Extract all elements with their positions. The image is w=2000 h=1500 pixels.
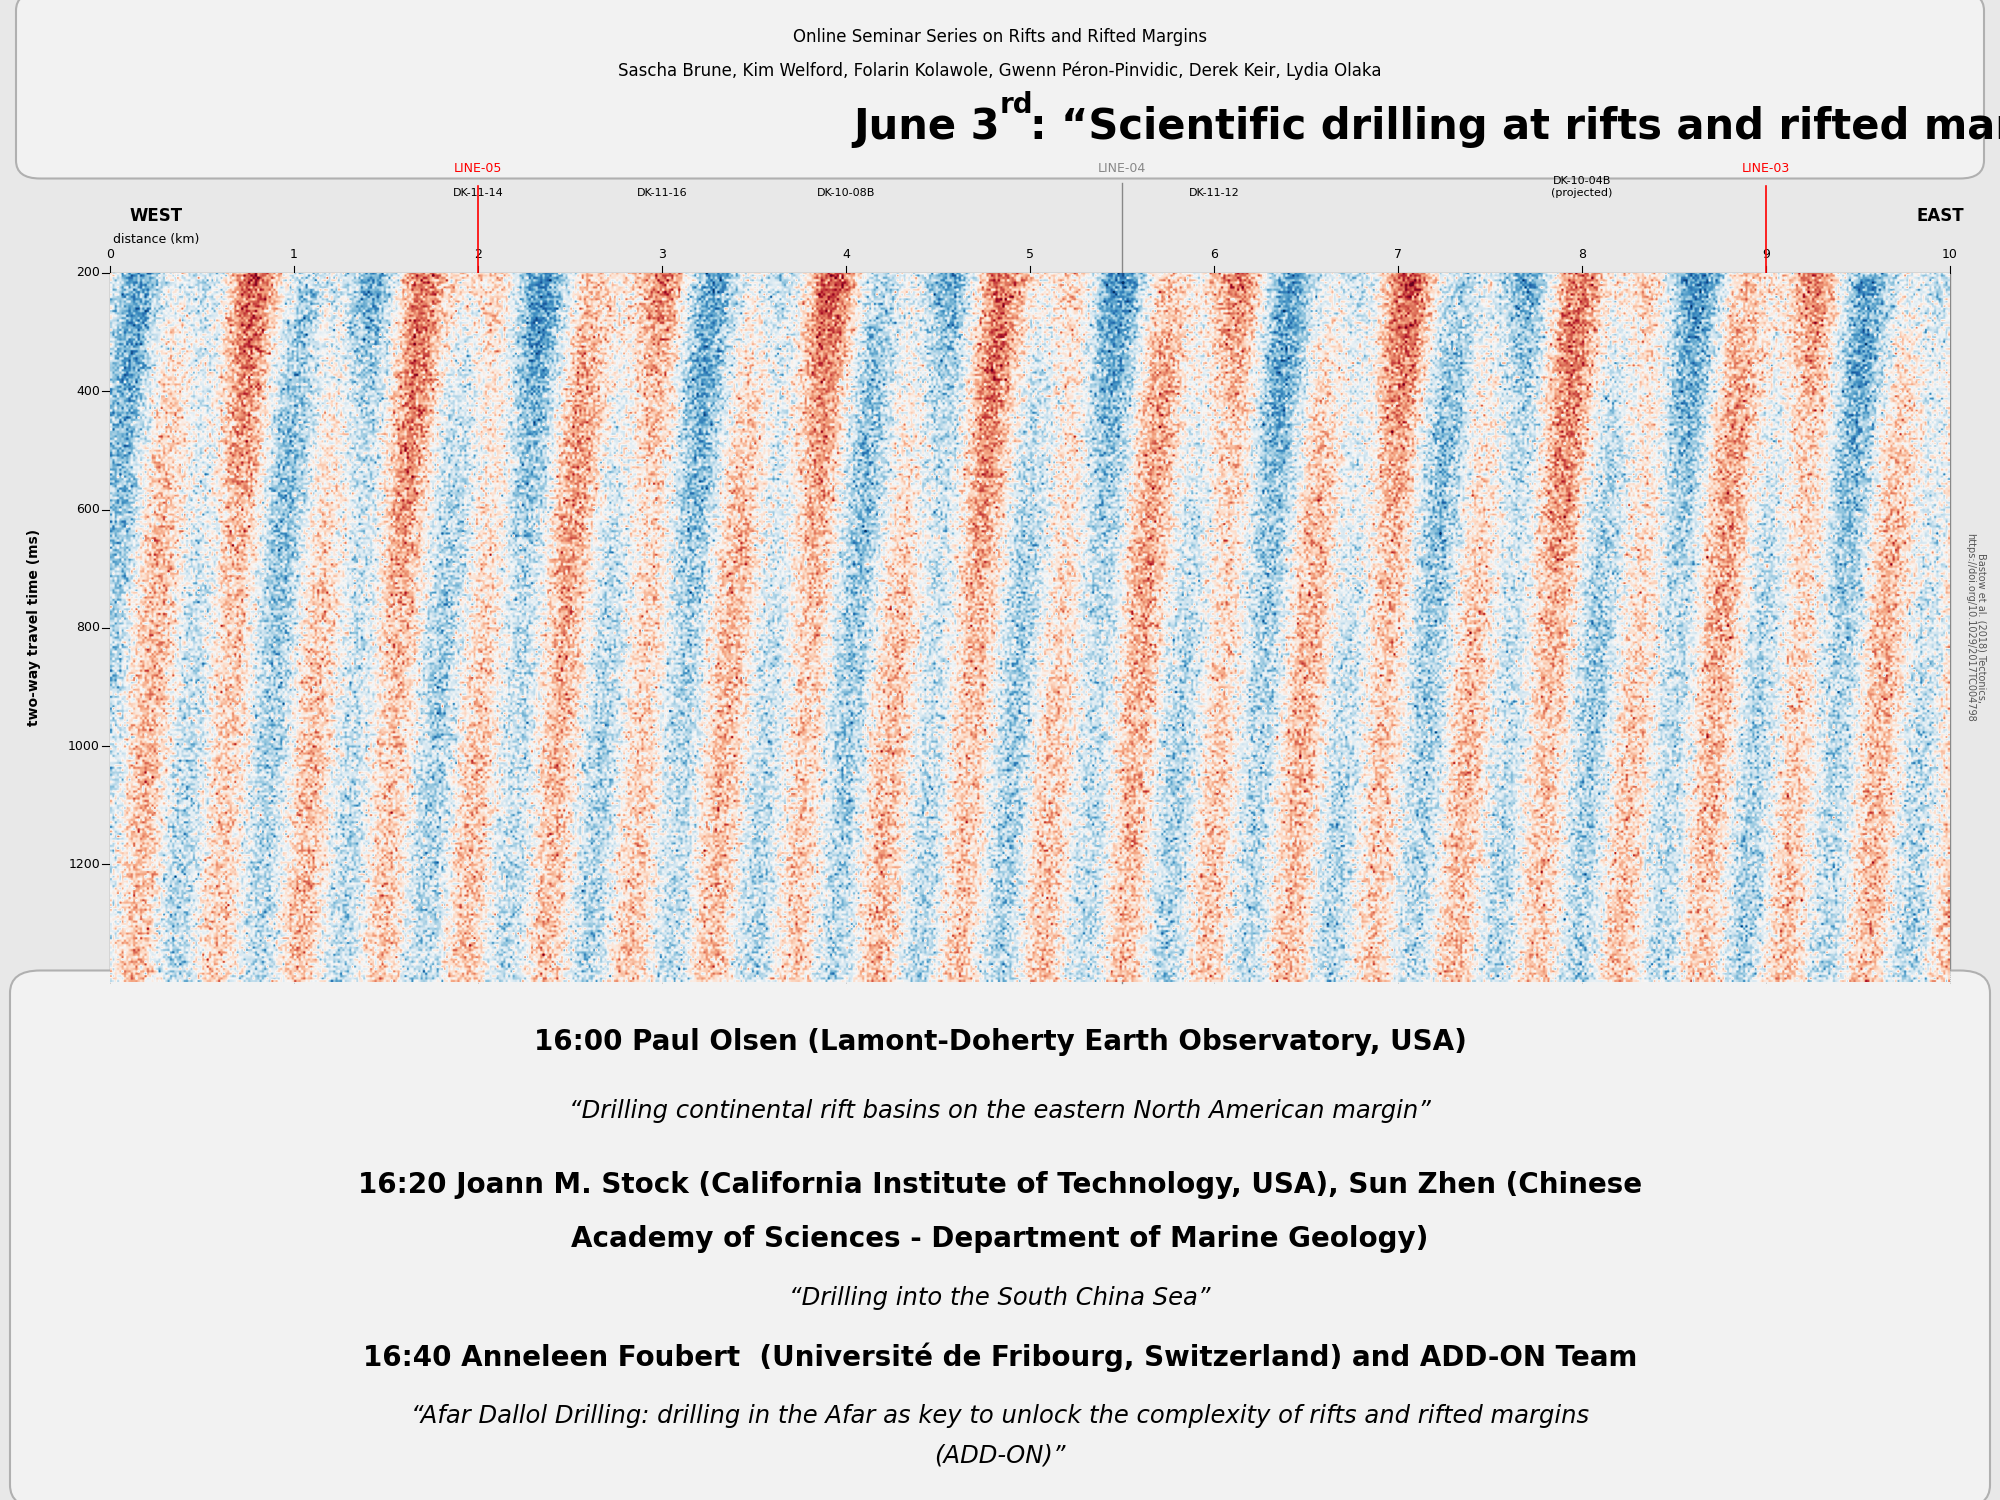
Text: June 3: June 3 — [854, 106, 1000, 148]
Text: 6: 6 — [1210, 248, 1218, 261]
Text: 7: 7 — [1394, 248, 1402, 261]
Text: 1: 1 — [290, 248, 298, 261]
Text: Danakil
border faults: Danakil border faults — [1084, 771, 1196, 804]
Text: D: D — [1740, 591, 1754, 609]
Text: “Drilling into the South China Sea”: “Drilling into the South China Sea” — [790, 1286, 1210, 1310]
FancyBboxPatch shape — [10, 970, 1990, 1500]
FancyBboxPatch shape — [16, 0, 1984, 178]
Text: DK-10-04B
(projected): DK-10-04B (projected) — [1552, 177, 1612, 198]
Text: Sascha Brune, Kim Welford, Folarin Kolawole, Gwenn Péron-Pinvidic, Derek Keir, L: Sascha Brune, Kim Welford, Folarin Kolaw… — [618, 62, 1382, 80]
Text: DK-11-14: DK-11-14 — [452, 188, 504, 198]
Text: WEST: WEST — [130, 207, 182, 225]
Text: 0: 0 — [106, 248, 114, 261]
Text: I: I — [1744, 882, 1750, 900]
Text: 5: 5 — [1026, 248, 1034, 261]
Text: 600: 600 — [76, 503, 100, 516]
Text: 3: 3 — [658, 248, 666, 261]
Text: 16:20 Joann M. Stock (California Institute of Technology, USA), Sun Zhen (Chines: 16:20 Joann M. Stock (California Institu… — [358, 1172, 1642, 1198]
Text: 16:00 Paul Olsen (Lamont-Doherty Earth Observatory, USA): 16:00 Paul Olsen (Lamont-Doherty Earth O… — [534, 1028, 1466, 1056]
Text: 1000: 1000 — [68, 740, 100, 753]
Text: A: A — [1686, 384, 1698, 402]
Text: H: H — [1722, 825, 1736, 843]
Text: DK-11-16: DK-11-16 — [636, 188, 688, 198]
Text: 9: 9 — [1762, 248, 1770, 261]
Text: LINE-01: LINE-01 — [130, 912, 276, 945]
Text: EAST: EAST — [1916, 207, 1964, 225]
Text: 400: 400 — [76, 384, 100, 398]
Text: DK-11-12: DK-11-12 — [1188, 188, 1240, 198]
Text: 800: 800 — [76, 621, 100, 634]
Text: Online Seminar Series on Rifts and Rifted Margins: Online Seminar Series on Rifts and Rifte… — [792, 28, 1208, 46]
Text: B: B — [1686, 441, 1698, 459]
Text: Bastow et al. (2018) Tectonics,
https://doi.org/10.1029/2017TC004798: Bastow et al. (2018) Tectonics, https://… — [1966, 534, 1986, 722]
Text: (ADD-ON)”: (ADD-ON)” — [934, 1443, 1066, 1467]
Text: LINE-05: LINE-05 — [454, 162, 502, 176]
Text: distance (km): distance (km) — [112, 232, 200, 246]
Text: LINE-04: LINE-04 — [1098, 162, 1146, 176]
Text: 2: 2 — [474, 248, 482, 261]
Text: 16:40 Anneleen Foubert  (Université de Fribourg, Switzerland) and ADD-ON Team: 16:40 Anneleen Foubert (Université de Fr… — [362, 1342, 1638, 1372]
Text: 200: 200 — [76, 267, 100, 279]
Text: 10: 10 — [1942, 248, 1958, 261]
Text: F: F — [1706, 682, 1716, 700]
Text: LINE-03: LINE-03 — [1742, 162, 1790, 176]
Text: 1200: 1200 — [68, 858, 100, 870]
Text: rd: rd — [1000, 92, 1034, 118]
Text: : “Scientific drilling at rifts and rifted margins II”: : “Scientific drilling at rifts and rift… — [1030, 106, 2000, 148]
Text: G: G — [1686, 740, 1700, 758]
Text: “Drilling continental rift basins on the eastern North American margin”: “Drilling continental rift basins on the… — [570, 1100, 1430, 1124]
Text: Academy of Sciences - Department of Marine Geology): Academy of Sciences - Department of Mari… — [572, 1226, 1428, 1252]
Text: 8: 8 — [1578, 248, 1586, 261]
Text: two-way travel time (ms): two-way travel time (ms) — [26, 530, 42, 726]
Text: E: E — [1686, 640, 1698, 658]
Text: C: C — [1724, 562, 1736, 580]
FancyBboxPatch shape — [110, 273, 1950, 982]
Text: “Afar Dallol Drilling: drilling in the Afar as key to unlock the complexity of r: “Afar Dallol Drilling: drilling in the A… — [410, 1404, 1590, 1428]
Text: 4: 4 — [842, 248, 850, 261]
Text: DK-10-08B: DK-10-08B — [816, 188, 876, 198]
